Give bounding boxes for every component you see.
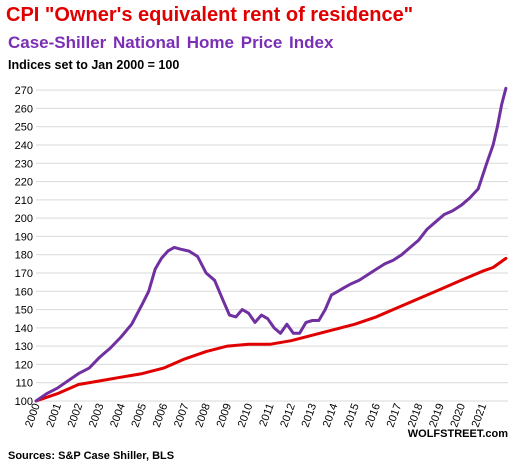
y-tick-label: 270 xyxy=(15,85,33,97)
series-line-case-shiller xyxy=(34,86,508,403)
y-tick-label: 240 xyxy=(15,140,33,152)
source-note: Sources: S&P Case Shiller, BLS xyxy=(8,450,174,462)
x-tick-label: 2001 xyxy=(44,402,64,429)
chart-note: Indices set to Jan 2000 = 100 xyxy=(8,58,180,72)
x-tick-label: 2018 xyxy=(406,402,426,429)
y-tick-label: 120 xyxy=(15,359,33,371)
y-axis-ticks: 100 110 120 130 140 150 160 170 180 190 200 210 220 2… xyxy=(15,85,33,408)
x-tick-label: 2015 xyxy=(342,402,362,429)
x-tick-label: 2008 xyxy=(193,402,213,429)
y-tick-label: 140 xyxy=(15,323,33,335)
y-tick-label: 150 xyxy=(15,305,33,317)
x-tick-label: 2003 xyxy=(87,402,107,429)
x-tick-label: 2005 xyxy=(129,402,149,429)
series-line-cpi-oer xyxy=(34,256,508,403)
x-tick-label: 2014 xyxy=(321,402,341,429)
x-tick-label: 2021 xyxy=(470,402,490,429)
x-tick-label: 2011 xyxy=(257,402,276,428)
y-tick-label: 200 xyxy=(15,213,33,225)
x-tick-label: 2017 xyxy=(385,402,405,429)
x-tick-label: 2007 xyxy=(172,402,192,429)
x-tick-label: 2002 xyxy=(66,402,86,429)
x-tick-label: 2013 xyxy=(300,402,320,429)
x-tick-label: 2004 xyxy=(108,402,128,429)
gridlines xyxy=(36,89,508,402)
chart-title: CPI "Owner's equivalent rent of residenc… xyxy=(6,4,414,26)
y-tick-label: 260 xyxy=(15,103,33,115)
y-tick-label: 130 xyxy=(15,341,33,353)
y-tick-label: 210 xyxy=(15,195,33,207)
x-tick-label: 2006 xyxy=(151,402,171,429)
x-axis-ticks: 2000 2001 2002 2003 2004 2005 2006 2007 2008 2009… xyxy=(23,402,489,429)
y-tick-label: 230 xyxy=(15,158,33,170)
x-tick-label: 2010 xyxy=(236,402,256,429)
y-tick-label: 110 xyxy=(15,378,33,390)
y-tick-label: 220 xyxy=(15,177,33,189)
brand-label: WOLFSTREET.com xyxy=(408,428,508,440)
x-tick-label: 2009 xyxy=(215,402,235,429)
y-tick-label: 250 xyxy=(15,122,33,134)
series-lines xyxy=(34,86,508,403)
x-tick-label: 2020 xyxy=(448,402,468,429)
chart-subtitle: Case-Shiller National Home Price Index xyxy=(8,33,334,52)
x-tick-label: 2016 xyxy=(363,402,383,429)
x-tick-label: 2012 xyxy=(278,402,298,429)
y-tick-label: 170 xyxy=(15,268,33,280)
y-tick-label: 100 xyxy=(15,396,33,408)
x-tick-label: 2019 xyxy=(427,402,447,429)
y-tick-label: 180 xyxy=(15,250,33,262)
y-tick-label: 160 xyxy=(15,286,33,298)
y-tick-label: 190 xyxy=(15,231,33,243)
